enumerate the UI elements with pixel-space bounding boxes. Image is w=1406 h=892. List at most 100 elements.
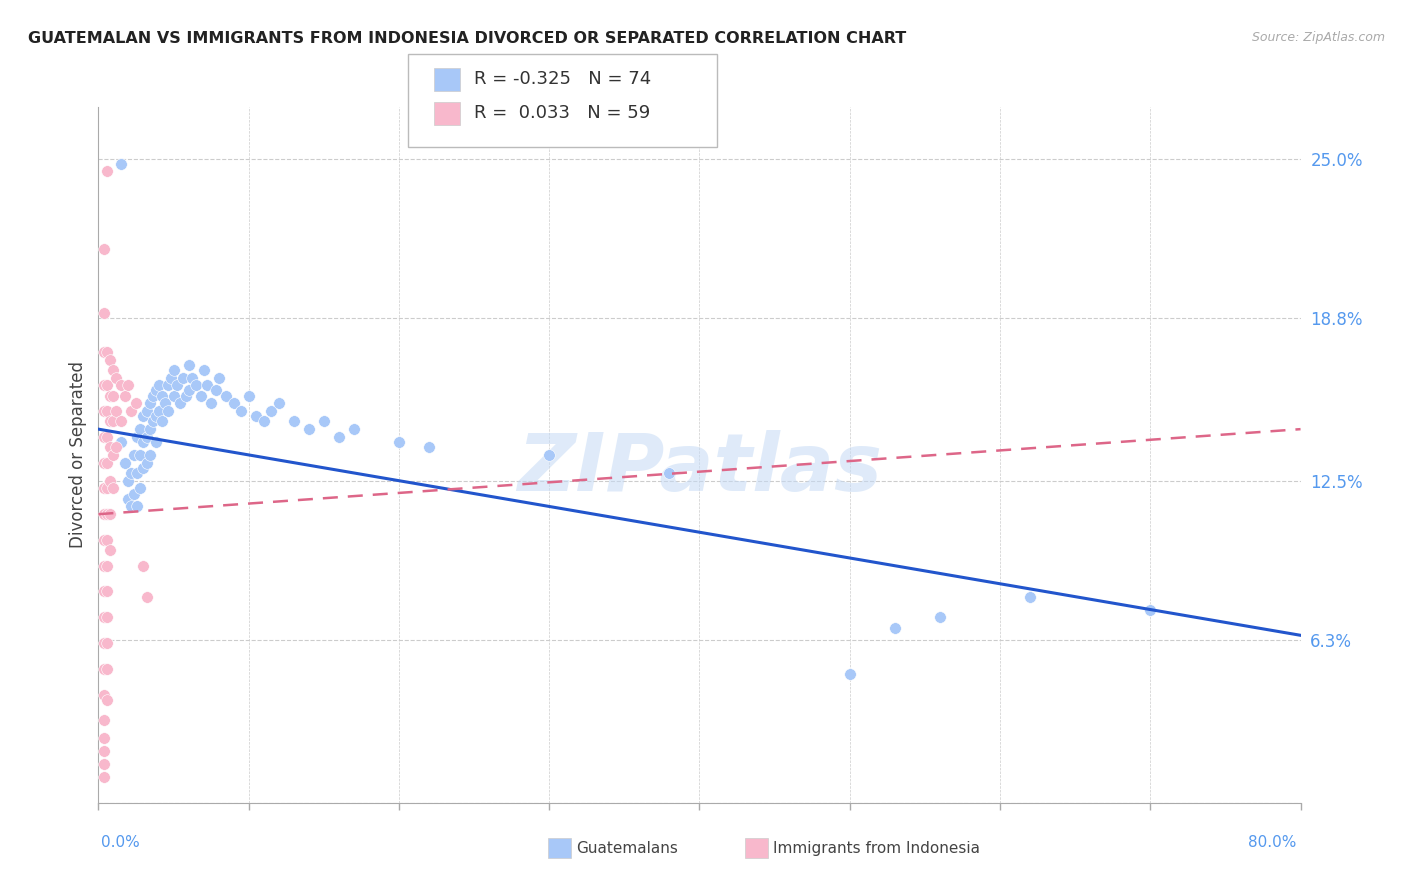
- Point: [204, 384, 226, 398]
- Point: [125, 396, 148, 410]
- Point: [388, 435, 411, 450]
- Point: [110, 157, 132, 171]
- Point: [93, 456, 115, 470]
- Point: [93, 688, 115, 702]
- Point: [132, 435, 155, 450]
- Point: [215, 389, 238, 403]
- Point: [103, 448, 125, 462]
- Point: [105, 404, 128, 418]
- Point: [162, 389, 184, 403]
- Point: [245, 409, 267, 424]
- Point: [129, 422, 152, 436]
- Point: [93, 584, 115, 599]
- Point: [172, 370, 194, 384]
- Point: [93, 482, 115, 496]
- Point: [312, 414, 335, 428]
- Point: [93, 533, 115, 547]
- Text: GUATEMALAN VS IMMIGRANTS FROM INDONESIA DIVORCED OR SEPARATED CORRELATION CHART: GUATEMALAN VS IMMIGRANTS FROM INDONESIA …: [28, 31, 907, 46]
- Point: [117, 491, 139, 506]
- Y-axis label: Divorced or Separated: Divorced or Separated: [69, 361, 87, 549]
- Point: [93, 770, 115, 784]
- Point: [343, 422, 366, 436]
- Point: [129, 448, 152, 462]
- Point: [1019, 590, 1042, 604]
- Point: [100, 474, 122, 488]
- Point: [96, 533, 118, 547]
- Point: [96, 636, 118, 650]
- Point: [190, 389, 212, 403]
- Point: [200, 396, 222, 410]
- Point: [156, 378, 179, 392]
- Point: [929, 610, 952, 624]
- Point: [298, 422, 321, 436]
- Point: [159, 370, 181, 384]
- Point: [838, 667, 860, 681]
- Point: [1139, 602, 1161, 616]
- Point: [132, 558, 155, 573]
- Point: [135, 430, 157, 444]
- Point: [114, 389, 136, 403]
- Text: Guatemalans: Guatemalans: [576, 841, 678, 855]
- Point: [96, 404, 118, 418]
- Point: [883, 621, 905, 635]
- Point: [129, 482, 152, 496]
- Point: [153, 396, 176, 410]
- Point: [96, 507, 118, 521]
- Point: [148, 404, 170, 418]
- Point: [135, 404, 157, 418]
- Point: [253, 414, 276, 428]
- Point: [93, 242, 115, 256]
- Text: 0.0%: 0.0%: [101, 836, 141, 850]
- Point: [127, 466, 149, 480]
- Point: [150, 389, 173, 403]
- Point: [177, 384, 200, 398]
- Point: [238, 389, 260, 403]
- Point: [93, 744, 115, 758]
- Point: [121, 404, 143, 418]
- Point: [162, 363, 184, 377]
- Point: [260, 404, 283, 418]
- Text: Immigrants from Indonesia: Immigrants from Indonesia: [773, 841, 980, 855]
- Point: [267, 396, 290, 410]
- Point: [174, 389, 197, 403]
- Point: [222, 396, 245, 410]
- Point: [121, 466, 143, 480]
- Point: [124, 448, 146, 462]
- Point: [96, 584, 118, 599]
- Text: R = -0.325   N = 74: R = -0.325 N = 74: [474, 70, 651, 88]
- Point: [132, 409, 155, 424]
- Point: [93, 731, 115, 746]
- Point: [150, 414, 173, 428]
- Point: [96, 456, 118, 470]
- Point: [124, 486, 146, 500]
- Point: [148, 378, 170, 392]
- Point: [177, 358, 200, 372]
- Point: [110, 378, 132, 392]
- Point: [93, 558, 115, 573]
- Point: [658, 466, 681, 480]
- Point: [96, 164, 118, 178]
- Point: [103, 389, 125, 403]
- Point: [100, 543, 122, 558]
- Point: [93, 378, 115, 392]
- Point: [538, 448, 561, 462]
- Point: [103, 363, 125, 377]
- Point: [93, 430, 115, 444]
- Point: [93, 662, 115, 676]
- Point: [114, 456, 136, 470]
- Point: [328, 430, 350, 444]
- Text: R =  0.033   N = 59: R = 0.033 N = 59: [474, 104, 650, 122]
- Point: [166, 378, 188, 392]
- Point: [96, 692, 118, 706]
- Point: [418, 440, 440, 454]
- Point: [193, 363, 215, 377]
- Point: [93, 757, 115, 772]
- Point: [96, 558, 118, 573]
- Point: [105, 370, 128, 384]
- Point: [100, 352, 122, 367]
- Point: [103, 414, 125, 428]
- Point: [96, 378, 118, 392]
- Point: [100, 414, 122, 428]
- Point: [184, 378, 207, 392]
- Point: [117, 474, 139, 488]
